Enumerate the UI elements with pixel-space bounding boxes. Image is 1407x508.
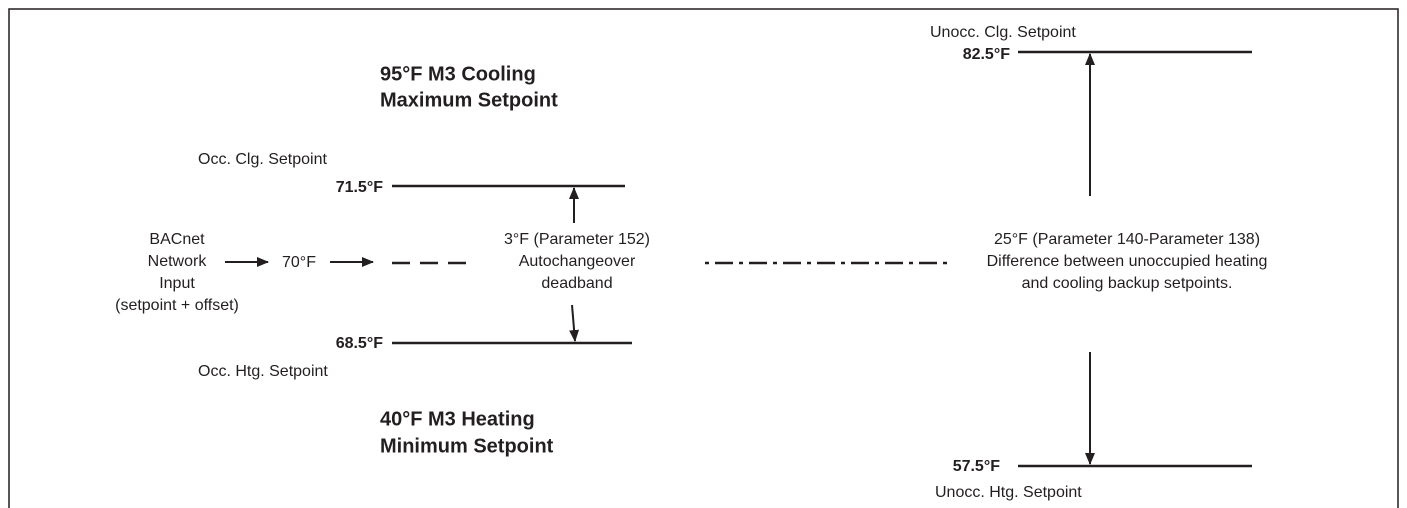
- input-value: 70°F: [282, 254, 316, 271]
- input-label: BACnet: [149, 231, 205, 248]
- deadband-label: deadband: [541, 275, 612, 292]
- occ-htg-label: Occ. Htg. Setpoint: [198, 363, 328, 380]
- difference-label: 25°F (Parameter 140-Parameter 138): [994, 231, 1260, 248]
- difference-label: and cooling backup setpoints.: [1022, 275, 1233, 292]
- occ-clg-value: 71.5°F: [336, 179, 384, 196]
- arrow: [569, 304, 580, 342]
- cooling-limit: 95°F M3 Cooling: [380, 63, 536, 85]
- input-label: (setpoint + offset): [115, 297, 239, 314]
- input-label: Network: [148, 253, 208, 270]
- heating-limit: Minimum Setpoint: [380, 435, 554, 457]
- cooling-limit: Maximum Setpoint: [380, 89, 558, 111]
- unocc-clg-label: Unocc. Clg. Setpoint: [930, 24, 1076, 41]
- frame: [8, 8, 1399, 508]
- deadband-label: 3°F (Parameter 152): [504, 231, 650, 248]
- occ-clg-label: Occ. Clg. Setpoint: [198, 151, 328, 168]
- difference-label: Difference between unoccupied heating: [987, 253, 1268, 270]
- input-label: Input: [159, 275, 195, 292]
- occ-htg-value: 68.5°F: [336, 335, 384, 352]
- unocc-clg-value: 82.5°F: [963, 46, 1011, 63]
- unocc-htg-value: 57.5°F: [953, 458, 1001, 475]
- unocc-htg-label: Unocc. Htg. Setpoint: [935, 484, 1082, 501]
- deadband-label: Autochangeover: [519, 253, 636, 270]
- heating-limit: 40°F M3 Heating: [380, 408, 535, 430]
